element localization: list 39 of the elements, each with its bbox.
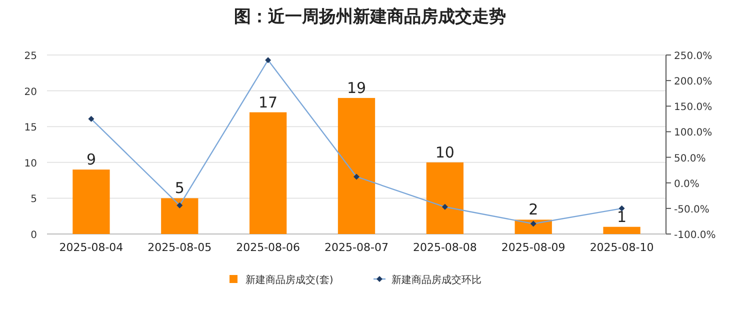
- legend-新建商品房成交(套): 新建商品房成交(套): [230, 275, 334, 286]
- y2-tick-label: 100.0%: [674, 128, 712, 139]
- x-tick-label: 2025-08-09: [501, 241, 566, 254]
- y-tick-label: 15: [24, 122, 37, 134]
- y-tick-label: 20: [24, 86, 37, 98]
- data-label: 5: [174, 179, 184, 198]
- data-label: 9: [86, 150, 96, 169]
- y-tick-label: 10: [24, 158, 37, 170]
- x-tick-label: 2025-08-06: [236, 241, 300, 254]
- y2-tick-label: 150.0%: [674, 102, 712, 114]
- data-label: 10: [435, 143, 454, 162]
- title: 图：近一周扬州新建商品房成交走势: [234, 7, 506, 27]
- bar: [426, 162, 464, 234]
- y-tick-label: 0: [30, 230, 37, 241]
- bar: [161, 198, 198, 234]
- data-label: 19: [346, 78, 366, 97]
- y2-tick-label: 250.0%: [674, 51, 712, 62]
- y2-tick-label: 50.0%: [674, 153, 706, 164]
- y2-tick-label: -100.0%: [674, 230, 716, 241]
- data-label: 17: [258, 93, 278, 112]
- x-tick-label: 2025-08-04: [59, 241, 124, 254]
- x-tick-label: 2025-08-07: [324, 241, 388, 254]
- y2-tick-label: 0.0%: [674, 178, 700, 190]
- y2-tick-label: 200.0%: [674, 76, 712, 88]
- x-tick-label: 2025-08-10: [590, 241, 654, 254]
- bar: [603, 226, 640, 234]
- data-label: 2: [528, 200, 538, 219]
- data-label: 1: [617, 208, 627, 226]
- bar: [72, 170, 110, 234]
- bar: [338, 98, 376, 234]
- bar: [250, 112, 287, 234]
- x-tick-label: 2025-08-05: [148, 241, 212, 254]
- y-tick-label: 5: [30, 194, 37, 206]
- y-tick-label: 25: [24, 51, 37, 62]
- y2-tick-label: -50.0%: [674, 204, 710, 216]
- legend-label: 新建商品房成交(套): [246, 274, 334, 286]
- legend-新建商品房成交环比: 新建商品房成交环比: [374, 275, 482, 286]
- legend-label: 新建商品房成交环比: [392, 274, 482, 286]
- x-tick-label: 2025-08-08: [412, 241, 477, 254]
